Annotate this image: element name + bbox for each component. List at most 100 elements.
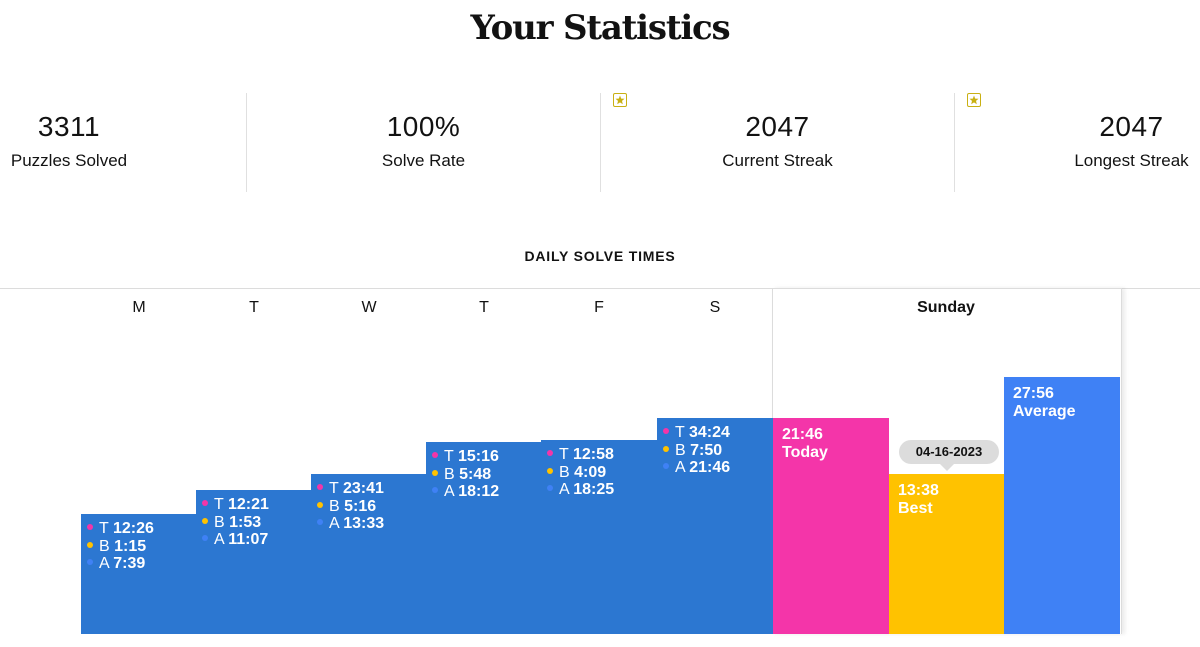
bar-friday: T 12:58 B 4:09 A 18:25 <box>541 440 658 634</box>
bar-sunday-average: 27:56 Average <box>1004 377 1120 634</box>
best-time: 13:38 <box>898 482 939 499</box>
time-value: 1:53 <box>229 513 262 531</box>
best-dot <box>317 501 323 508</box>
time-value: 5:48 <box>459 465 492 483</box>
time-value: 12:58 <box>572 446 614 463</box>
average-dot <box>547 485 553 491</box>
today-dot <box>317 484 323 490</box>
stat-value: 2047 <box>1099 111 1164 142</box>
stat-label: Current Streak <box>722 151 833 170</box>
time-key: A <box>559 481 569 498</box>
time-value: 7:39 <box>113 555 146 572</box>
bar-sunday-best: 13:38 Best <box>889 474 1005 634</box>
average-dot <box>317 519 323 525</box>
bar-times: T 34:24 B 7:50 A 21:46 <box>663 424 730 477</box>
bar-times: T 12:26 B 1:15 A 7:39 <box>87 520 154 573</box>
time-value: 18:25 <box>573 481 615 498</box>
time-key: A <box>214 531 224 548</box>
day-label-thu: T <box>479 299 489 316</box>
bar-sunday-best-text: 13:38 Best <box>898 482 939 518</box>
today-dot <box>547 450 553 456</box>
chart-divider <box>0 288 1200 289</box>
stat-puzzles-solved: 3311 Puzzles Solved <box>0 93 138 192</box>
bar-sunday-average-text: 27:56 Average <box>1013 385 1076 421</box>
bar-times: T 15:16 B 5:48 A 18:12 <box>432 448 499 501</box>
best-dot <box>202 517 208 524</box>
day-label-tue: T <box>249 299 259 316</box>
bar-times: T 23:41 B 5:16 A 13:33 <box>317 480 384 533</box>
time-key: A <box>675 459 685 476</box>
time-key: B <box>559 463 570 481</box>
average-dot <box>202 535 208 541</box>
time-key: B <box>444 465 455 483</box>
best-date-tag-pointer <box>940 464 954 471</box>
bar-thursday: T 15:16 B 5:48 A 18:12 <box>426 442 542 634</box>
average-dot <box>663 463 669 469</box>
bar-sunday-today: 21:46 Today <box>773 418 889 634</box>
best-dot <box>87 541 93 548</box>
day-label-sat: S <box>709 299 721 316</box>
star-icon <box>613 93 627 107</box>
time-value: 23:41 <box>342 480 384 497</box>
bar-saturday: T 34:24 B 7:50 A 21:46 <box>657 418 773 634</box>
day-label-wed: W <box>361 299 377 316</box>
bar-tuesday: T 12:21 B 1:53 A 11:07 <box>196 490 312 634</box>
time-value: 13:33 <box>343 515 385 532</box>
star-icon <box>967 93 981 107</box>
average-dot <box>432 487 438 493</box>
today-dot <box>202 500 208 506</box>
bar-sunday-today-text: 21:46 Today <box>782 426 828 462</box>
today-dot <box>87 524 93 530</box>
today-time: 21:46 <box>782 426 823 443</box>
stat-label: Puzzles Solved <box>10 151 128 170</box>
best-dot <box>432 469 438 476</box>
stat-divider <box>954 93 955 192</box>
time-key: T <box>329 480 339 497</box>
day-label-sunday: Sunday <box>917 299 975 316</box>
time-value: 4:09 <box>574 463 607 481</box>
page-title: Your Statistics <box>470 8 731 48</box>
time-key: B <box>99 537 110 555</box>
stat-divider <box>246 93 247 192</box>
time-key: T <box>559 446 569 463</box>
time-key: B <box>675 441 686 459</box>
time-value: 11:07 <box>228 531 269 548</box>
time-value: 1:15 <box>114 537 147 555</box>
bar-wednesday: T 23:41 B 5:16 A 13:33 <box>311 474 427 634</box>
stats-row: 3311 Puzzles Solved 100% Solve Rate 2047… <box>0 93 1200 192</box>
time-key: T <box>99 520 109 537</box>
time-key: A <box>99 555 109 572</box>
bar-times: T 12:58 B 4:09 A 18:25 <box>547 446 614 499</box>
average-caption: Average <box>1013 403 1076 420</box>
time-value: 15:16 <box>457 448 499 465</box>
stat-value: 100% <box>386 111 461 142</box>
section-title: DAILY SOLVE TIMES <box>524 248 676 264</box>
time-value: 21:46 <box>689 459 731 476</box>
day-label-mon: M <box>132 299 146 316</box>
time-key: T <box>675 424 685 441</box>
stat-solve-rate: 100% Solve Rate <box>247 93 600 192</box>
time-key: T <box>214 496 224 513</box>
time-key: B <box>214 513 225 531</box>
stat-longest-streak: 2047 Longest Streak <box>955 93 1200 192</box>
time-key: A <box>444 483 454 500</box>
today-dot <box>663 428 669 434</box>
stat-divider <box>600 93 601 192</box>
time-key: B <box>329 497 340 515</box>
time-value: 18:12 <box>458 483 500 500</box>
best-caption: Best <box>898 500 933 517</box>
best-dot <box>663 445 669 452</box>
time-key: T <box>444 448 454 465</box>
stat-current-streak: 2047 Current Streak <box>601 93 954 192</box>
average-time: 27:56 <box>1013 385 1054 402</box>
today-caption: Today <box>782 444 828 461</box>
time-value: 5:16 <box>344 497 377 515</box>
bar-times: T 12:21 B 1:53 A 11:07 <box>202 496 269 549</box>
stat-value: 2047 <box>745 111 810 142</box>
time-value: 7:50 <box>690 441 723 459</box>
stat-value: 3311 <box>37 111 101 142</box>
stat-label: Longest Streak <box>1074 151 1189 170</box>
time-value: 34:24 <box>688 424 730 441</box>
time-value: 12:26 <box>112 520 154 537</box>
today-dot <box>432 452 438 458</box>
